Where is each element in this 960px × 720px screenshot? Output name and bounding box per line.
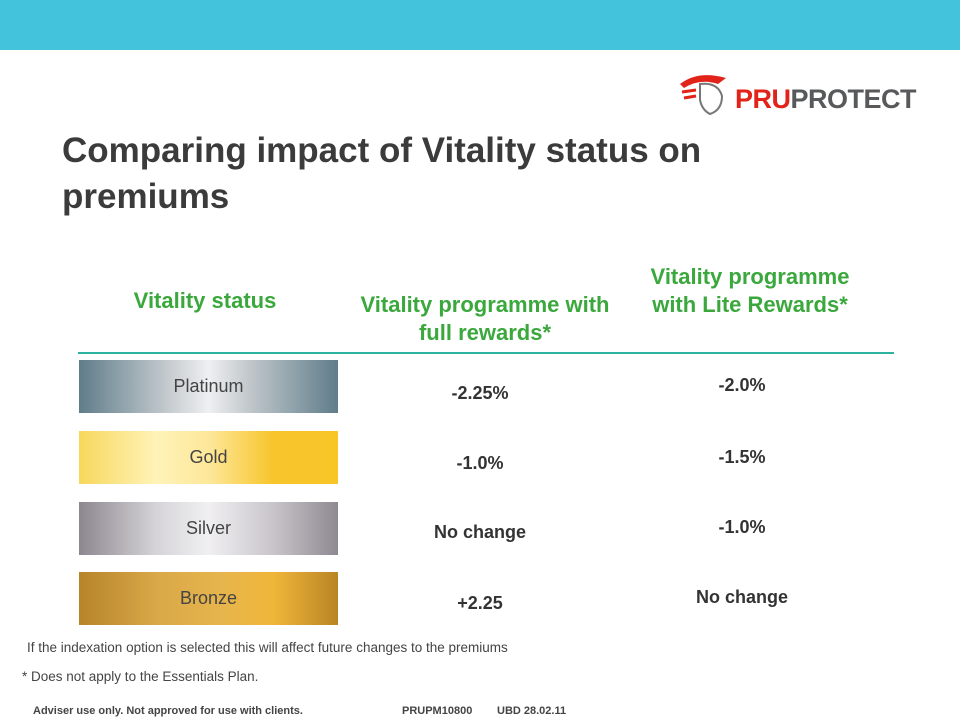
status-badge: Bronze: [79, 572, 338, 625]
cell-value: No change: [695, 587, 788, 607]
status-badge: Platinum: [79, 360, 338, 413]
cell-value: -2.25%: [451, 383, 509, 403]
title: Comparing impact of Vitality status on p…: [62, 131, 702, 216]
footer-text: Adviser use only. Not approved for use w…: [33, 705, 303, 717]
footer-text: UBD 28.02.11: [497, 705, 567, 717]
column-header: Vitality status: [133, 288, 277, 313]
cell-value: No change: [433, 522, 526, 542]
cell-value: -1.0%: [718, 517, 766, 537]
column-header: Vitality programme with full rewards*: [360, 292, 610, 345]
logo-part: PRU: [735, 84, 791, 114]
column-header: Vitality programme with Lite Rewards*: [650, 264, 850, 317]
cell-value: -1.5%: [718, 447, 766, 467]
cell-value: -2.0%: [718, 375, 766, 395]
status-badge: Silver: [79, 502, 338, 555]
top-bar: [0, 0, 960, 50]
logo-part: PROTECT: [790, 84, 917, 114]
logo: PRUPROTECT: [735, 84, 917, 115]
status-badge: Gold: [79, 431, 338, 484]
cell-value: +2.25: [457, 593, 503, 613]
footer-text: PRUPM10800: [402, 705, 473, 717]
note: * Does not apply to the Essentials Plan.: [22, 669, 259, 684]
note: If the indexation option is selected thi…: [27, 640, 508, 655]
cell-value: -1.0%: [456, 453, 504, 473]
logo-icon: [680, 75, 726, 116]
header-rule: [78, 352, 894, 354]
